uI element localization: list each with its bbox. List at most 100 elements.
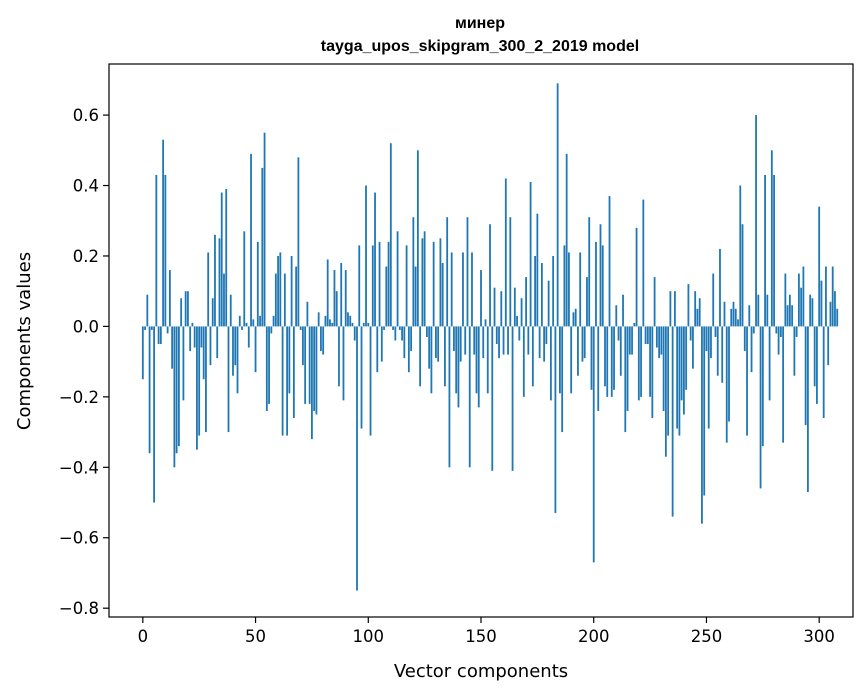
bar-40 bbox=[232, 326, 234, 376]
bar-294 bbox=[804, 326, 807, 426]
y-tick-label-7: 0.6 bbox=[73, 106, 99, 125]
bar-292 bbox=[800, 287, 803, 327]
bars-group bbox=[141, 83, 839, 591]
x-tick-label-300: 300 bbox=[803, 627, 835, 646]
bar-276 bbox=[764, 174, 766, 327]
bar-25 bbox=[198, 326, 201, 436]
bar-256 bbox=[719, 248, 721, 327]
bar-300 bbox=[818, 206, 821, 327]
bar-107 bbox=[383, 326, 385, 330]
bar-201 bbox=[595, 241, 597, 327]
bar-104 bbox=[376, 326, 379, 373]
bar-83 bbox=[329, 319, 331, 327]
bar-195 bbox=[581, 326, 584, 362]
bar-90 bbox=[344, 270, 347, 327]
bar-63 bbox=[283, 273, 286, 327]
bar-85 bbox=[333, 270, 336, 327]
bar-286 bbox=[786, 305, 789, 327]
bar-139 bbox=[455, 326, 458, 394]
bar-239 bbox=[680, 326, 683, 401]
bar-278 bbox=[768, 326, 771, 401]
bar-179 bbox=[545, 326, 548, 345]
bar-10 bbox=[164, 174, 167, 327]
bar-52 bbox=[259, 315, 261, 327]
bar-258 bbox=[723, 301, 726, 327]
bar-293 bbox=[802, 266, 805, 327]
bar-288 bbox=[791, 305, 794, 327]
bar-108 bbox=[385, 266, 388, 327]
bar-180 bbox=[547, 280, 550, 327]
bar-140 bbox=[457, 326, 460, 408]
bar-163 bbox=[509, 217, 512, 327]
bar-209 bbox=[613, 326, 615, 390]
bar-217 bbox=[631, 326, 633, 355]
bar-193 bbox=[577, 326, 579, 376]
bar-261 bbox=[730, 308, 733, 327]
bar-220 bbox=[637, 326, 640, 401]
bar-147 bbox=[473, 326, 476, 355]
bar-59 bbox=[274, 273, 277, 327]
bar-181 bbox=[549, 326, 552, 401]
bar-133 bbox=[441, 263, 444, 327]
bar-295 bbox=[807, 326, 809, 492]
bar-241 bbox=[685, 326, 688, 390]
bar-86 bbox=[335, 291, 338, 327]
bar-143 bbox=[464, 326, 467, 355]
y-tick-label-2: −0.4 bbox=[59, 458, 99, 477]
bar-39 bbox=[229, 294, 232, 327]
bar-153 bbox=[486, 326, 489, 394]
bar-222 bbox=[642, 199, 645, 327]
x-tick-label-50: 50 bbox=[245, 627, 266, 646]
bar-35 bbox=[220, 192, 223, 327]
bar-305 bbox=[829, 301, 832, 327]
chart-title: минер bbox=[455, 15, 505, 32]
bar-280 bbox=[773, 174, 775, 327]
bar-228 bbox=[655, 326, 658, 348]
bar-244 bbox=[692, 326, 694, 369]
bar-165 bbox=[513, 287, 516, 327]
bar-100 bbox=[367, 322, 370, 327]
bar-114 bbox=[398, 326, 401, 330]
bar-131 bbox=[437, 326, 440, 362]
bar-141 bbox=[459, 326, 462, 362]
bar-154 bbox=[489, 224, 491, 327]
bar-33 bbox=[216, 326, 219, 359]
bar-304 bbox=[827, 326, 830, 366]
bar-187 bbox=[563, 245, 566, 327]
bar-174 bbox=[534, 255, 537, 327]
bar-223 bbox=[644, 326, 647, 345]
bar-110 bbox=[389, 143, 392, 327]
bar-214 bbox=[624, 326, 627, 433]
x-axis: 0 50 100 150 200 250 300 bbox=[138, 617, 835, 646]
bar-250 bbox=[705, 326, 708, 352]
bar-290 bbox=[795, 326, 798, 337]
bar-249 bbox=[703, 326, 706, 496]
bar-18 bbox=[182, 326, 185, 401]
bar-101 bbox=[369, 326, 372, 436]
bar-236 bbox=[673, 291, 676, 327]
bar-253 bbox=[712, 273, 715, 327]
bar-73 bbox=[306, 301, 309, 327]
bar-224 bbox=[646, 326, 649, 345]
bar-53 bbox=[261, 167, 264, 327]
bar-28 bbox=[205, 326, 207, 433]
y-tick-label-4: 0.0 bbox=[73, 317, 99, 336]
bar-271 bbox=[752, 326, 755, 334]
bar-151 bbox=[482, 326, 485, 359]
bar-200 bbox=[592, 326, 595, 563]
bar-23 bbox=[193, 326, 196, 348]
bar-21 bbox=[189, 326, 192, 352]
y-tick-label-3: −0.2 bbox=[59, 388, 99, 407]
bar-16 bbox=[177, 326, 180, 447]
bar-284 bbox=[782, 326, 785, 443]
bar-188 bbox=[565, 153, 568, 327]
bar-64 bbox=[286, 326, 289, 436]
bar-302 bbox=[822, 326, 825, 418]
bar-306 bbox=[831, 266, 834, 327]
bar-245 bbox=[694, 291, 697, 327]
bar-175 bbox=[536, 213, 539, 327]
bar-26 bbox=[200, 326, 203, 348]
bar-119 bbox=[410, 326, 413, 352]
bar-80 bbox=[322, 326, 325, 355]
bar-234 bbox=[669, 291, 672, 327]
